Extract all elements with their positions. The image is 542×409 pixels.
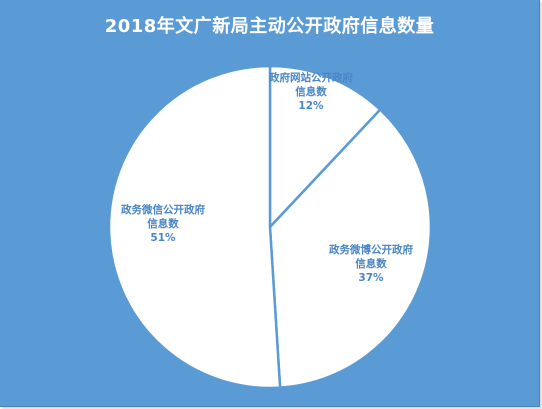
chart-title: 2018年文广新局主动公开政府信息数量	[104, 16, 435, 37]
slice-website-percent: 12%	[298, 100, 324, 112]
slice-wechat-label-line1: 政务微信公开政府	[121, 203, 205, 216]
pie-slice-website	[268, 64, 382, 229]
slice-wechat-label-line2: 信息数	[147, 217, 179, 230]
slice-website-label-line1: 政府网站公开政府	[269, 71, 353, 84]
slice-wechat-percent: 51%	[150, 232, 176, 244]
slice-weibo-percent: 37%	[358, 272, 384, 284]
slice-weibo-label-line2: 信息数	[355, 257, 387, 270]
pie-slice-weibo	[268, 108, 433, 389]
slice-weibo-label-line1: 政务微博公开政府	[329, 243, 413, 256]
pie-slice-wechat	[107, 64, 282, 390]
slice-website-label-line2: 信息数	[295, 85, 327, 98]
pie-labels: 政府网站公开政府信息数12%政务微博公开政府信息数37%政务微信公开政府信息数5…	[121, 71, 413, 284]
pie-slices	[107, 64, 433, 390]
